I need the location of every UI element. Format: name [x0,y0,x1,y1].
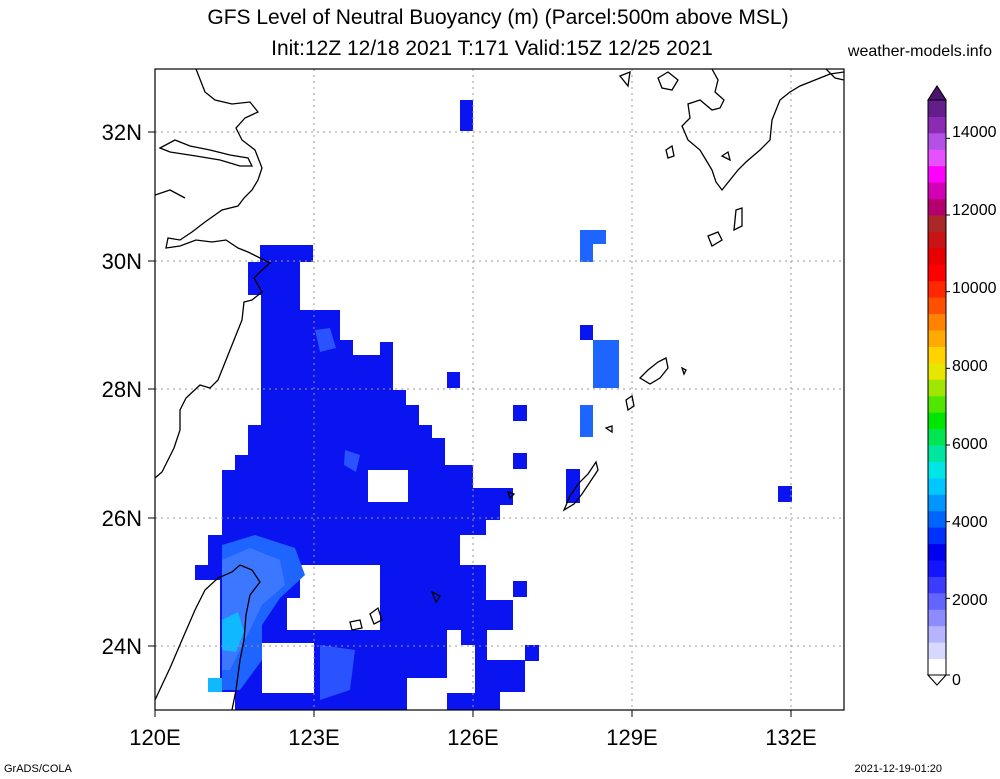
colorbar-swatch [928,149,946,167]
coastlines [155,69,844,710]
footer-software: GrADS/COLA [4,763,72,775]
buoyancy-field [155,100,792,710]
colorbar-swatch [928,560,946,577]
colorbar-label-12000: 12000 [952,202,997,219]
lat-label-26n: 26N [102,506,142,531]
map-title: GFS Level of Neutral Buoyancy (m) (Parce… [207,6,789,29]
colorbar-swatch [928,428,946,446]
coast-japan [681,69,844,192]
colorbar-label-4000: 4000 [952,514,988,531]
colorbar-swatch [928,362,946,380]
colorbar-swatch [928,395,946,413]
colorbar-swatch [928,264,946,282]
colorbar-label-2000: 2000 [952,592,988,609]
colorbar-swatch [928,510,946,528]
colorbar-swatch [928,379,946,397]
colorbar-swatch [928,116,946,134]
coast-china [155,69,272,479]
colorbar-swatch [928,280,946,298]
lon-label-132e: 132E [765,725,816,750]
colorbar-swatch [928,231,946,249]
colorbar-swatch [928,609,946,627]
colorbar-swatch [928,445,946,462]
colorbar-swatch [928,543,946,561]
lon-label-123e: 123E [288,725,339,750]
colorbar-swatch [928,132,946,150]
colorbar-label-6000: 6000 [952,436,988,453]
colorbar-swatch [928,346,946,364]
colorbar-swatch [928,494,946,512]
lat-label-32n: 32N [102,120,142,145]
lat-label-30n: 30N [102,249,142,274]
buoyancy-patch-cyan [222,612,244,652]
colorbar-swatch [928,182,946,200]
map-subtitle: Init:12Z 12/18 2021 T:171 Valid:15Z 12/2… [271,37,713,60]
colorbar [926,85,950,686]
colorbar-swatch [928,461,946,479]
colorbar-swatch [928,527,946,545]
colorbar-swatch [928,412,946,430]
colorbar-swatch [928,642,946,660]
colorbar-swatch [928,165,946,183]
lon-label-120e: 120E [129,725,180,750]
colorbar-label-10000: 10000 [952,280,997,297]
colorbar-swatch [928,247,946,265]
colorbar-swatch [928,625,946,643]
lon-label-129e: 129E [606,725,657,750]
colorbar-label-8000: 8000 [952,358,988,375]
colorbar-swatch [928,592,946,610]
site-credit: weather-models.info [847,43,992,60]
footer-timestamp: 2021-12-19-01:20 [854,763,942,775]
lon-label-126e: 126E [447,725,498,750]
colorbar-swatch [928,313,946,331]
lat-label-24n: 24N [102,634,142,659]
colorbar-swatch [928,477,946,495]
coast-taiwan [231,564,261,710]
colorbar-swatch [928,658,946,676]
map-gridlines [155,69,844,710]
colorbar-swatch [928,576,946,594]
colorbar-swatch [928,330,946,347]
colorbar-label-0: 0 [952,672,961,689]
colorbar-label-14000: 14000 [952,124,997,141]
colorbar-swatch [928,100,946,117]
colorbar-swatch [928,297,946,315]
colorbar-swatch [928,198,946,216]
colorbar-swatch [928,215,946,232]
lat-label-28n: 28N [102,377,142,402]
